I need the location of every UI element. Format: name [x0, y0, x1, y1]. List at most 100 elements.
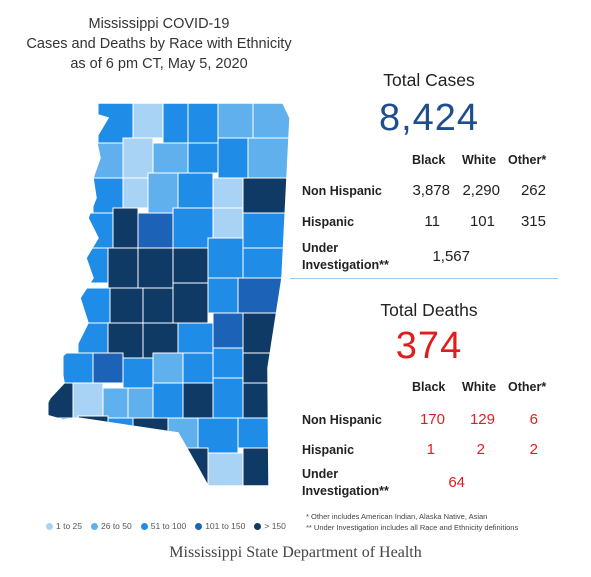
cases-title: Total Cases	[383, 70, 475, 90]
cases-h-black: 11	[424, 213, 440, 230]
row-label: Hispanic	[302, 443, 355, 457]
county-region	[242, 247, 286, 279]
legend-label-2: 26 to 50	[101, 521, 132, 531]
deaths-h-white: 2	[476, 441, 485, 458]
row-label-line-1: Under	[302, 467, 339, 481]
county-region	[112, 207, 139, 249]
county-region	[137, 247, 174, 289]
legend-item-1: 1 to 25	[46, 521, 82, 531]
deaths-nh-black: 170	[419, 411, 445, 428]
row-label: Non Hispanic	[302, 184, 382, 198]
cases-col-white: White	[462, 153, 497, 167]
deaths-nh-other: 6	[529, 411, 538, 428]
deaths-nh-white: 129	[469, 411, 495, 428]
legend-item-2: 26 to 50	[91, 521, 132, 531]
deaths-h-black: 1	[426, 441, 435, 458]
county-region	[217, 103, 254, 139]
cases-nh-white: 2,290	[462, 182, 500, 199]
legend-swatch-2	[91, 522, 98, 530]
county-region	[109, 287, 144, 324]
county-region	[247, 137, 290, 179]
row-label-line-2: Investigation**	[302, 484, 389, 498]
county-region	[92, 177, 124, 214]
county-region	[242, 352, 279, 384]
legend-label-5: > 150	[264, 521, 286, 531]
cases-col-other: Other*	[508, 153, 547, 167]
deaths-title: Total Deaths	[380, 300, 478, 320]
legend-swatch-5	[254, 522, 262, 530]
county-region	[207, 237, 244, 279]
county-region	[237, 277, 284, 314]
cases-row-hispanic: Hispanic 11 101 315	[300, 213, 558, 233]
county-region	[77, 322, 109, 354]
county-region	[97, 103, 134, 144]
county-region	[167, 417, 199, 449]
cases-table: Black White Other* Non Hispanic 3,878 2,…	[300, 153, 558, 273]
legend-label-1: 1 to 25	[56, 521, 82, 531]
county-region	[212, 377, 244, 419]
mississippi-county-map	[40, 102, 290, 487]
deaths-row-non-hispanic: Non Hispanic 170 129 6	[300, 411, 558, 431]
cases-nh-black: 3,878	[412, 182, 450, 199]
cases-h-white: 101	[469, 213, 495, 230]
legend-item-5: > 150	[254, 521, 286, 531]
legend-swatch-3	[140, 522, 148, 530]
department-credit: Mississippi State Department of Health	[169, 544, 422, 561]
deaths-table: Black White Other* Non Hispanic 170 129 …	[300, 380, 558, 504]
cases-panel: Total Cases 8,424	[300, 70, 558, 140]
deaths-col-other: Other*	[508, 380, 547, 394]
county-region	[132, 417, 169, 449]
deaths-row-under-investigation: Under Investigation** 64	[300, 467, 558, 501]
county-region	[52, 417, 79, 444]
county-region	[237, 417, 274, 449]
county-region	[137, 212, 174, 249]
county-region	[62, 352, 94, 384]
legend-item-3: 51 to 100	[140, 521, 187, 531]
county-region	[172, 247, 209, 284]
map-legend: 1 to 25 26 to 50 51 to 100 101 to 150 > …	[46, 521, 286, 531]
county-region	[172, 282, 209, 324]
county-region	[102, 387, 129, 419]
legend-item-4: 101 to 150	[195, 521, 245, 531]
county-region	[122, 137, 154, 179]
county-region	[242, 177, 290, 214]
county-region	[142, 287, 174, 324]
divider	[290, 278, 558, 279]
deaths-col-white: White	[462, 380, 497, 394]
county-region	[122, 357, 154, 389]
county-region	[217, 137, 249, 179]
county-region	[207, 452, 244, 486]
county-region	[212, 347, 244, 379]
cases-nh-other: 262	[520, 182, 546, 199]
row-label: Hispanic	[302, 215, 355, 229]
title-line-3: as of 6 pm CT, May 5, 2020	[70, 56, 248, 72]
cases-under-value: 1,567	[432, 248, 470, 265]
county-region	[122, 177, 149, 209]
deaths-col-black: Black	[412, 380, 446, 394]
county-region	[82, 247, 109, 284]
county-region	[72, 382, 104, 419]
county-region	[182, 382, 214, 419]
county-region	[147, 172, 179, 214]
title-line-1: Mississippi COVID-19	[88, 16, 230, 32]
row-label-line-1: Under	[302, 241, 339, 255]
county-region	[152, 352, 184, 384]
deaths-total: 374	[395, 325, 463, 367]
county-region	[252, 103, 290, 139]
footnotes: * Other includes American Indian, Alaska…	[306, 511, 518, 533]
county-region	[197, 417, 239, 454]
deaths-row-hispanic: Hispanic 1 2 2	[300, 441, 558, 461]
row-label-line-2: Investigation**	[302, 258, 389, 272]
deaths-h-other: 2	[529, 441, 538, 458]
county-region	[242, 382, 279, 419]
title-line-2: Cases and Deaths by Race with Ethnicity	[26, 36, 292, 52]
county-region	[107, 247, 139, 289]
county-region	[79, 287, 111, 324]
cases-h-other: 315	[520, 213, 546, 230]
county-region	[177, 322, 214, 354]
state-outline	[40, 102, 290, 487]
county-region	[47, 382, 74, 419]
footnote-2: ** Under Investigation includes all Race…	[306, 523, 519, 532]
legend-label-3: 51 to 100	[150, 521, 187, 531]
cases-col-black: Black	[412, 153, 446, 167]
